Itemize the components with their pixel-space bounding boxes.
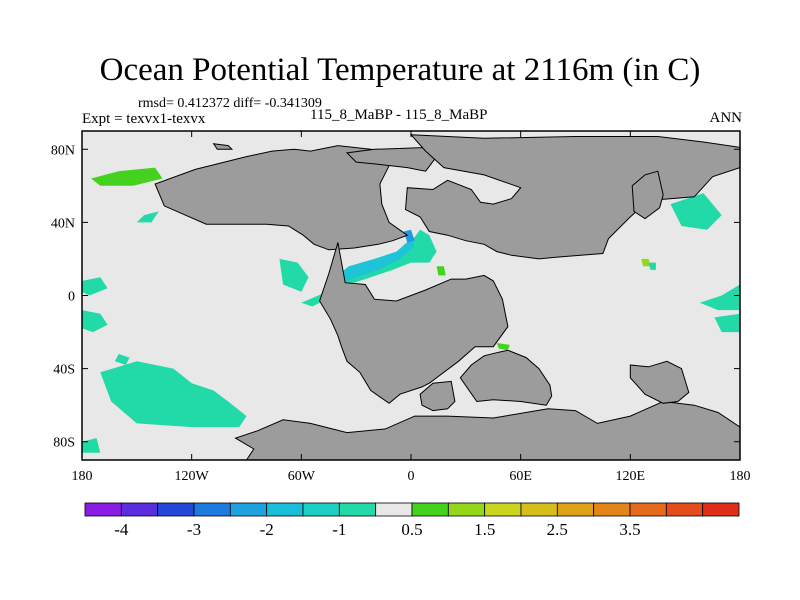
colorbar-swatch xyxy=(484,502,522,517)
colorbar-label: 2.5 xyxy=(547,520,568,539)
colorbar-label: 3.5 xyxy=(619,520,640,539)
anomaly-north-pacific-warm xyxy=(91,167,163,186)
anomaly-pacific-small-2 xyxy=(136,211,159,223)
anomaly-east-atlantic-edge xyxy=(279,258,309,292)
y-tick-label: 80S xyxy=(53,436,75,451)
anomaly-pacific-west-edge-1 xyxy=(82,310,108,333)
anomaly-pacific-east-1 xyxy=(670,193,722,230)
x-tick-label: 60W xyxy=(288,469,316,484)
chart-title: Ocean Potential Temperature at 2116m (in… xyxy=(99,52,701,88)
anomaly-south-pacific-large xyxy=(100,361,247,428)
colorbar-label: -1 xyxy=(332,520,346,539)
anomaly-pacific-west-edge-2 xyxy=(82,277,108,296)
colorbar-swatch xyxy=(302,502,340,517)
map-regions xyxy=(82,134,740,460)
colorbar-swatch xyxy=(157,502,195,517)
colorbar-swatch xyxy=(120,502,159,517)
anomaly-indian-warm xyxy=(496,343,510,351)
colorbar-label: 1.5 xyxy=(474,520,495,539)
anomaly-atlantic-spot xyxy=(403,229,415,243)
y-tick-label: 40S xyxy=(53,363,75,378)
anomaly-east-asia-cool xyxy=(648,262,656,270)
y-tick-label: 0 xyxy=(68,290,75,305)
x-tick-label: 0 xyxy=(408,469,415,484)
case-label: 115_8_MaBP - 115_8_MaBP xyxy=(310,107,488,123)
colorbar-swatch xyxy=(375,502,413,517)
land-south-america-africa xyxy=(319,242,509,404)
stats-line: rmsd= 0.412372 diff= -0.341309 xyxy=(138,96,322,111)
anomaly-pacific-east-2 xyxy=(699,284,740,311)
colorbar-label: -2 xyxy=(260,520,274,539)
land-madagascar xyxy=(419,380,456,412)
colorbar-swatch xyxy=(338,502,377,517)
land-greenland-bridge xyxy=(345,146,438,172)
colorbar-label: -4 xyxy=(114,520,129,539)
x-tick-label: 180 xyxy=(72,469,93,484)
land-north-pacific-island xyxy=(212,143,234,150)
anomaly-atlantic-core xyxy=(330,238,415,285)
colorbar-swatch xyxy=(411,502,449,517)
colorbar-swatch xyxy=(665,502,704,517)
colorbar-swatch xyxy=(84,502,122,517)
anomaly-pacific-east-3 xyxy=(714,313,740,333)
land-eurasia xyxy=(404,134,740,260)
land-india xyxy=(459,349,553,406)
colorbar-swatch xyxy=(556,502,595,517)
colorbar-swatch xyxy=(193,502,231,517)
colorbar-swatch xyxy=(702,502,740,517)
anomaly-tethys-warm xyxy=(436,266,446,276)
colorbar-swatch xyxy=(447,502,486,517)
x-tick-label: 180 xyxy=(730,469,751,484)
colorbar-swatch xyxy=(229,502,268,517)
colorbar-swatch xyxy=(266,502,304,517)
colorbar-label: 0.5 xyxy=(401,520,422,539)
y-tick-label: 80N xyxy=(51,143,75,158)
anomaly-pacific-small-1 xyxy=(114,354,130,365)
axis-ticks: 180 120W 60W 0 60E 120E 180 80N 40N 0 40S 80S xyxy=(51,131,751,484)
y-tick-label: 40N xyxy=(51,216,75,231)
experiment-label: Expt = texvx1-texvx xyxy=(82,111,206,127)
x-tick-label: 60E xyxy=(509,469,532,484)
colorbar-swatch xyxy=(520,502,558,517)
land-australia xyxy=(629,360,690,404)
anomaly-east-asia-warm xyxy=(641,258,651,267)
x-tick-label: 120W xyxy=(175,469,210,484)
colorbar: -4 -3 -2 -1 0.5 1.5 2.5 3.5 xyxy=(84,502,740,539)
colorbar-swatch xyxy=(629,502,667,517)
colorbar-swatch xyxy=(593,502,631,517)
land-east-asia-peninsula xyxy=(631,170,664,220)
land-antarctica xyxy=(234,400,740,460)
colorbar-label: -3 xyxy=(187,520,201,539)
x-tick-label: 120E xyxy=(616,469,646,484)
season-label: ANN xyxy=(709,110,743,126)
